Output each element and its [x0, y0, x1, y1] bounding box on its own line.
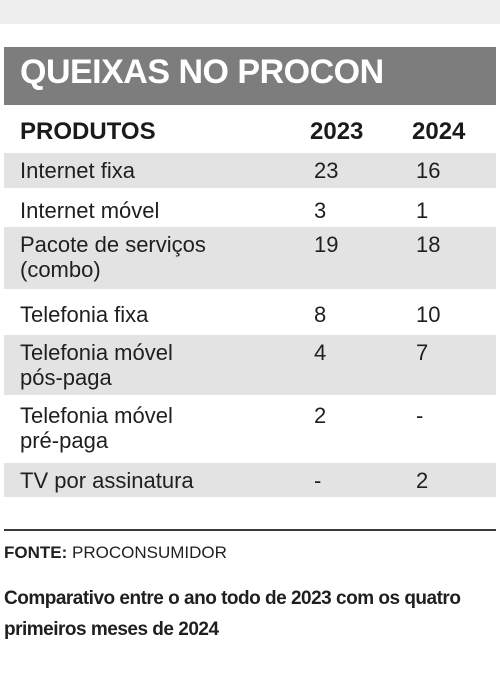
- row-label-line: Telefonia móvel: [20, 340, 173, 365]
- row-label-line: pré-paga: [20, 428, 109, 453]
- top-strip: [0, 0, 500, 24]
- table-row: Telefonia móvel pós-paga 4 7: [4, 335, 496, 395]
- row-label-line: Internet fixa: [20, 158, 135, 183]
- row-label-line: Pacote de serviços: [20, 232, 206, 257]
- chart-title: QUEIXAS NO PROCON: [20, 53, 384, 91]
- table-row: Internet fixa 23 16: [4, 153, 496, 188]
- source-line: FONTE: PROCONSUMIDOR: [4, 543, 227, 563]
- column-header-produtos: PRODUTOS: [20, 118, 156, 145]
- value-2023: 3: [314, 198, 327, 223]
- title-bar: QUEIXAS NO PROCON: [4, 47, 496, 105]
- value-2024: 18: [416, 232, 441, 257]
- value-2024: 1: [416, 198, 429, 223]
- value-2023: 19: [314, 232, 339, 257]
- row-label: TV por assinatura: [20, 468, 194, 493]
- footnote: Comparativo entre o ano todo de 2023 com…: [4, 588, 461, 640]
- row-label: Internet móvel: [20, 198, 159, 223]
- row-label: Telefonia móvel pré-paga: [20, 403, 173, 453]
- value-2024: 7: [416, 340, 429, 365]
- value-2023: 8: [314, 302, 327, 327]
- divider-rule: [4, 529, 496, 531]
- value-2024: 16: [416, 158, 441, 183]
- row-label-line: TV por assinatura: [20, 468, 194, 493]
- row-label-line: (combo): [20, 257, 101, 282]
- row-label: Telefonia móvel pós-paga: [20, 340, 173, 390]
- value-2023: 23: [314, 158, 339, 183]
- source-name: PROCONSUMIDOR: [72, 543, 227, 562]
- row-label: Telefonia fixa: [20, 302, 148, 327]
- row-label: Pacote de serviços (combo): [20, 232, 206, 282]
- source-label: FONTE:: [4, 543, 68, 562]
- table-row: Telefonia fixa 8 10: [4, 297, 496, 331]
- table-row: Pacote de serviços (combo) 19 18: [4, 227, 496, 289]
- column-header-2024: 2024: [412, 118, 466, 145]
- table-row: Internet móvel 3 1: [4, 193, 496, 225]
- value-2024: 2: [416, 468, 429, 493]
- table-row: TV por assinatura - 2: [4, 463, 496, 497]
- row-label-line: Telefonia fixa: [20, 302, 149, 327]
- value-2023: 4: [314, 340, 327, 365]
- row-label: Internet fixa: [20, 158, 135, 183]
- table-row: Telefonia móvel pré-paga 2 -: [4, 398, 496, 460]
- row-label-line: pós-paga: [20, 365, 112, 390]
- value-2024: -: [416, 403, 424, 428]
- value-2023: 2: [314, 403, 327, 428]
- row-label-line: Telefonia móvel: [20, 403, 173, 428]
- column-header-2023: 2023: [310, 118, 364, 145]
- row-label-line: Internet móvel: [20, 198, 160, 223]
- value-2024: 10: [416, 302, 441, 327]
- value-2023: -: [314, 468, 322, 493]
